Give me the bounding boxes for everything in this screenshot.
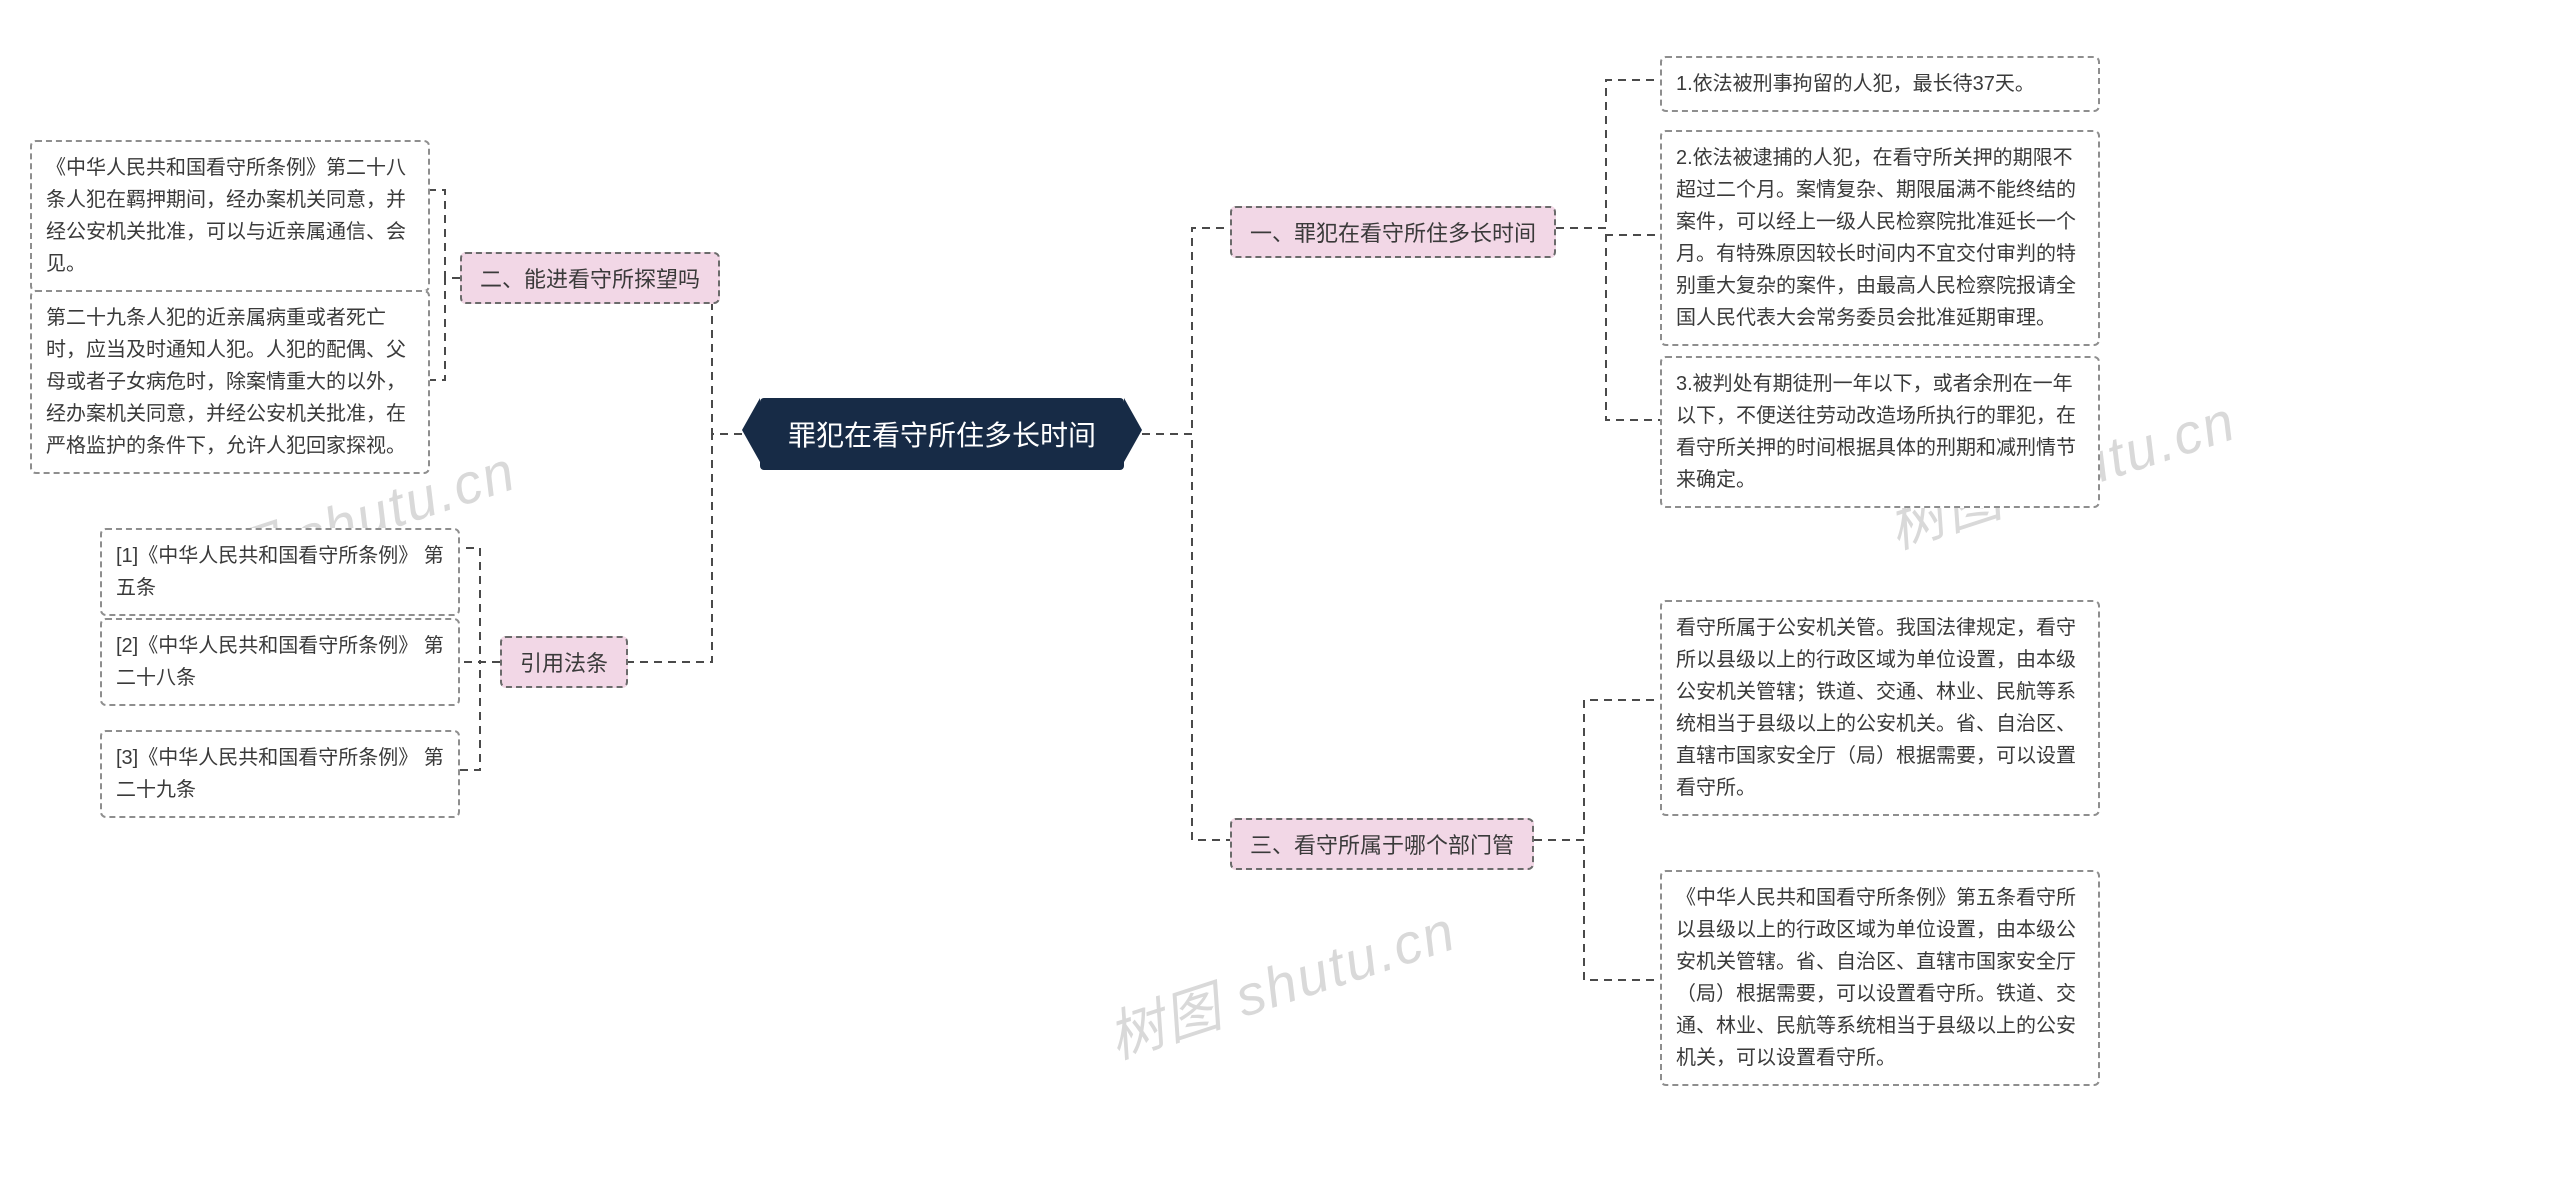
branch-left-ref: 引用法条 bbox=[500, 636, 628, 688]
leaf-r3-1: 看守所属于公安机关管。我国法律规定，看守所以县级以上的行政区域为单位设置，由本级… bbox=[1660, 600, 2100, 816]
root-node: 罪犯在看守所住多长时间 bbox=[760, 398, 1124, 470]
leaf-r1-1: 1.依法被刑事拘留的人犯，最长待37天。 bbox=[1660, 56, 2100, 112]
leaf-lref-1: [1]《中华人民共和国看守所条例》 第五条 bbox=[100, 528, 460, 616]
branch-right-3: 三、看守所属于哪个部门管 bbox=[1230, 818, 1534, 870]
watermark: 树图 shutu.cn bbox=[1096, 886, 1465, 1075]
leaf-l2-2: 第二十九条人犯的近亲属病重或者死亡时，应当及时通知人犯。人犯的配偶、父母或者子女… bbox=[30, 290, 430, 474]
leaf-lref-2: [2]《中华人民共和国看守所条例》 第二十八条 bbox=[100, 618, 460, 706]
leaf-r1-2: 2.依法被逮捕的人犯，在看守所关押的期限不超过二个月。案情复杂、期限届满不能终结… bbox=[1660, 130, 2100, 346]
branch-right-1: 一、罪犯在看守所住多长时间 bbox=[1230, 206, 1556, 258]
leaf-l2-1: 《中华人民共和国看守所条例》第二十八条人犯在羁押期间，经办案机关同意，并经公安机… bbox=[30, 140, 430, 292]
branch-left-2: 二、能进看守所探望吗 bbox=[460, 252, 720, 304]
leaf-r1-3: 3.被判处有期徒刑一年以下，或者余刑在一年以下，不便送往劳动改造场所执行的罪犯，… bbox=[1660, 356, 2100, 508]
leaf-r3-2: 《中华人民共和国看守所条例》第五条看守所以县级以上的行政区域为单位设置，由本级公… bbox=[1660, 870, 2100, 1086]
leaf-lref-3: [3]《中华人民共和国看守所条例》 第二十九条 bbox=[100, 730, 460, 818]
